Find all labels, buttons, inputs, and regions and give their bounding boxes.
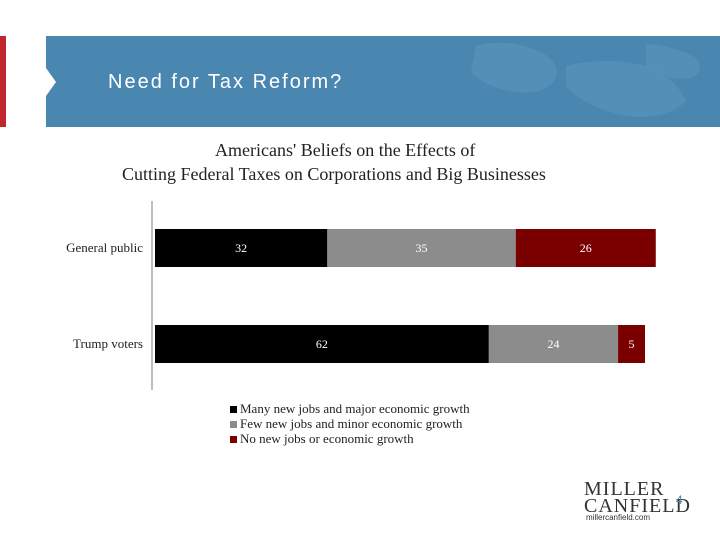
bar-segment (618, 325, 645, 363)
legend-swatch (230, 421, 237, 428)
bar-value-label: 5 (629, 337, 635, 351)
bar-segment (488, 325, 619, 363)
logo-url: millercanfield.com (586, 513, 651, 522)
world-map-watermark (471, 42, 700, 117)
bar-value-label: 32 (235, 241, 247, 255)
legend-label: Few new jobs and minor economic growth (240, 416, 463, 431)
bar-segment (155, 325, 489, 363)
bar-value-label: 35 (416, 241, 428, 255)
accent-bar (0, 36, 6, 127)
slide-title: Need for Tax Reform? (108, 71, 344, 93)
legend-label: Many new jobs and major economic growth (240, 401, 470, 416)
legend: Many new jobs and major economic growthF… (230, 401, 470, 446)
legend-label: No new jobs or economic growth (240, 431, 414, 446)
logo-miller: MILLER (584, 478, 665, 500)
legend-swatch (230, 436, 237, 443)
stacked-bar-chart: Americans' Beliefs on the Effects of Cut… (66, 140, 656, 446)
legend-swatch (230, 406, 237, 413)
chart-title-line1: Americans' Beliefs on the Effects of (215, 140, 475, 160)
category-label: Trump voters (73, 336, 143, 351)
chart-title-line2: Cutting Federal Taxes on Corporations an… (122, 164, 546, 184)
bars-group: General public 32 35 26 Trump voters 62 24 5 (66, 229, 656, 363)
bar-segment (155, 229, 328, 267)
bar-segment (327, 229, 516, 267)
bar-value-label: 26 (580, 241, 592, 255)
category-label: General public (66, 240, 143, 255)
bar-value-label: 62 (316, 337, 328, 351)
page-number: 4 (676, 493, 683, 507)
header-notch (46, 68, 56, 96)
bar-value-label: 24 (547, 337, 559, 351)
logo-canfield: CANFIELD (584, 495, 691, 517)
bar-segment (515, 229, 656, 267)
header-banner (46, 36, 720, 127)
